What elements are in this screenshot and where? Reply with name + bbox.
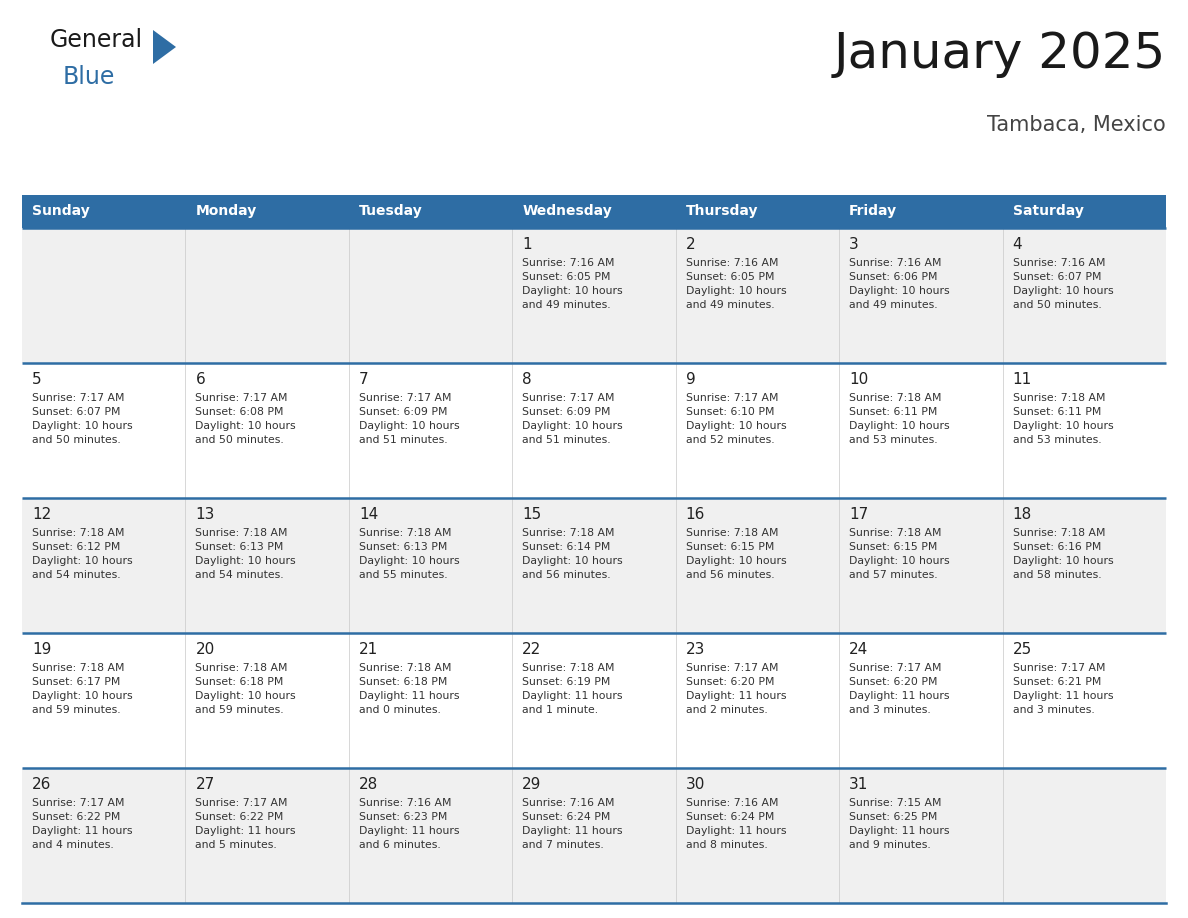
Text: Sunrise: 7:17 AM
Sunset: 6:08 PM
Daylight: 10 hours
and 50 minutes.: Sunrise: 7:17 AM Sunset: 6:08 PM Dayligh… (196, 393, 296, 445)
Text: Sunrise: 7:18 AM
Sunset: 6:15 PM
Daylight: 10 hours
and 57 minutes.: Sunrise: 7:18 AM Sunset: 6:15 PM Dayligh… (849, 528, 949, 580)
Text: 9: 9 (685, 372, 695, 387)
Bar (23, 228, 1165, 363)
Text: Sunrise: 7:17 AM
Sunset: 6:21 PM
Daylight: 11 hours
and 3 minutes.: Sunrise: 7:17 AM Sunset: 6:21 PM Dayligh… (1012, 663, 1113, 715)
Text: 28: 28 (359, 777, 378, 792)
Text: Sunrise: 7:17 AM
Sunset: 6:09 PM
Daylight: 10 hours
and 51 minutes.: Sunrise: 7:17 AM Sunset: 6:09 PM Dayligh… (523, 393, 623, 445)
Text: Sunrise: 7:17 AM
Sunset: 6:09 PM
Daylight: 10 hours
and 51 minutes.: Sunrise: 7:17 AM Sunset: 6:09 PM Dayligh… (359, 393, 460, 445)
Bar (23, 498, 1165, 633)
Text: Sunrise: 7:16 AM
Sunset: 6:05 PM
Daylight: 10 hours
and 49 minutes.: Sunrise: 7:16 AM Sunset: 6:05 PM Dayligh… (523, 258, 623, 310)
Text: 29: 29 (523, 777, 542, 792)
Text: 16: 16 (685, 507, 706, 522)
Text: 19: 19 (32, 642, 51, 657)
Text: 1: 1 (523, 237, 532, 252)
Text: Sunrise: 7:16 AM
Sunset: 6:05 PM
Daylight: 10 hours
and 49 minutes.: Sunrise: 7:16 AM Sunset: 6:05 PM Dayligh… (685, 258, 786, 310)
Text: Sunrise: 7:17 AM
Sunset: 6:20 PM
Daylight: 11 hours
and 3 minutes.: Sunrise: 7:17 AM Sunset: 6:20 PM Dayligh… (849, 663, 949, 715)
Text: Sunrise: 7:17 AM
Sunset: 6:10 PM
Daylight: 10 hours
and 52 minutes.: Sunrise: 7:17 AM Sunset: 6:10 PM Dayligh… (685, 393, 786, 445)
Text: Tuesday: Tuesday (359, 205, 423, 218)
Text: 6: 6 (196, 372, 206, 387)
Text: Sunrise: 7:18 AM
Sunset: 6:18 PM
Daylight: 10 hours
and 59 minutes.: Sunrise: 7:18 AM Sunset: 6:18 PM Dayligh… (196, 663, 296, 715)
Text: 13: 13 (196, 507, 215, 522)
Text: 26: 26 (32, 777, 51, 792)
Text: Sunrise: 7:18 AM
Sunset: 6:15 PM
Daylight: 10 hours
and 56 minutes.: Sunrise: 7:18 AM Sunset: 6:15 PM Dayligh… (685, 528, 786, 580)
Bar (23, 195, 1165, 228)
Text: 2: 2 (685, 237, 695, 252)
Text: Sunrise: 7:18 AM
Sunset: 6:13 PM
Daylight: 10 hours
and 55 minutes.: Sunrise: 7:18 AM Sunset: 6:13 PM Dayligh… (359, 528, 460, 580)
Text: Sunrise: 7:18 AM
Sunset: 6:13 PM
Daylight: 10 hours
and 54 minutes.: Sunrise: 7:18 AM Sunset: 6:13 PM Dayligh… (196, 528, 296, 580)
Text: January 2025: January 2025 (834, 30, 1165, 78)
Text: Monday: Monday (196, 205, 257, 218)
Text: 3: 3 (849, 237, 859, 252)
Bar (23, 633, 1165, 768)
Text: 25: 25 (1012, 642, 1032, 657)
Text: Sunrise: 7:18 AM
Sunset: 6:14 PM
Daylight: 10 hours
and 56 minutes.: Sunrise: 7:18 AM Sunset: 6:14 PM Dayligh… (523, 528, 623, 580)
Text: 20: 20 (196, 642, 215, 657)
Polygon shape (153, 30, 176, 64)
Text: 17: 17 (849, 507, 868, 522)
Text: Sunrise: 7:17 AM
Sunset: 6:22 PM
Daylight: 11 hours
and 5 minutes.: Sunrise: 7:17 AM Sunset: 6:22 PM Dayligh… (196, 798, 296, 850)
Text: 14: 14 (359, 507, 378, 522)
Text: Wednesday: Wednesday (523, 205, 612, 218)
Text: 4: 4 (1012, 237, 1022, 252)
Text: Tambaca, Mexico: Tambaca, Mexico (987, 115, 1165, 135)
Text: Sunrise: 7:18 AM
Sunset: 6:19 PM
Daylight: 11 hours
and 1 minute.: Sunrise: 7:18 AM Sunset: 6:19 PM Dayligh… (523, 663, 623, 715)
Text: Sunday: Sunday (32, 205, 90, 218)
Text: Sunrise: 7:16 AM
Sunset: 6:24 PM
Daylight: 11 hours
and 7 minutes.: Sunrise: 7:16 AM Sunset: 6:24 PM Dayligh… (523, 798, 623, 850)
Text: General: General (50, 28, 143, 52)
Text: Friday: Friday (849, 205, 897, 218)
Text: 27: 27 (196, 777, 215, 792)
Text: Sunrise: 7:17 AM
Sunset: 6:22 PM
Daylight: 11 hours
and 4 minutes.: Sunrise: 7:17 AM Sunset: 6:22 PM Dayligh… (32, 798, 133, 850)
Text: Sunrise: 7:16 AM
Sunset: 6:24 PM
Daylight: 11 hours
and 8 minutes.: Sunrise: 7:16 AM Sunset: 6:24 PM Dayligh… (685, 798, 786, 850)
Text: 10: 10 (849, 372, 868, 387)
Text: Thursday: Thursday (685, 205, 758, 218)
Text: Sunrise: 7:16 AM
Sunset: 6:07 PM
Daylight: 10 hours
and 50 minutes.: Sunrise: 7:16 AM Sunset: 6:07 PM Dayligh… (1012, 258, 1113, 310)
Text: Sunrise: 7:18 AM
Sunset: 6:18 PM
Daylight: 11 hours
and 0 minutes.: Sunrise: 7:18 AM Sunset: 6:18 PM Dayligh… (359, 663, 460, 715)
Text: Sunrise: 7:17 AM
Sunset: 6:07 PM
Daylight: 10 hours
and 50 minutes.: Sunrise: 7:17 AM Sunset: 6:07 PM Dayligh… (32, 393, 133, 445)
Text: 18: 18 (1012, 507, 1032, 522)
Text: Blue: Blue (63, 65, 115, 89)
Text: Sunrise: 7:16 AM
Sunset: 6:23 PM
Daylight: 11 hours
and 6 minutes.: Sunrise: 7:16 AM Sunset: 6:23 PM Dayligh… (359, 798, 460, 850)
Text: Sunrise: 7:18 AM
Sunset: 6:16 PM
Daylight: 10 hours
and 58 minutes.: Sunrise: 7:18 AM Sunset: 6:16 PM Dayligh… (1012, 528, 1113, 580)
Text: Sunrise: 7:17 AM
Sunset: 6:20 PM
Daylight: 11 hours
and 2 minutes.: Sunrise: 7:17 AM Sunset: 6:20 PM Dayligh… (685, 663, 786, 715)
Text: 5: 5 (32, 372, 42, 387)
Text: 24: 24 (849, 642, 868, 657)
Text: 8: 8 (523, 372, 532, 387)
Text: Saturday: Saturday (1012, 205, 1083, 218)
Text: 30: 30 (685, 777, 706, 792)
Text: Sunrise: 7:18 AM
Sunset: 6:11 PM
Daylight: 10 hours
and 53 minutes.: Sunrise: 7:18 AM Sunset: 6:11 PM Dayligh… (1012, 393, 1113, 445)
Text: Sunrise: 7:18 AM
Sunset: 6:17 PM
Daylight: 10 hours
and 59 minutes.: Sunrise: 7:18 AM Sunset: 6:17 PM Dayligh… (32, 663, 133, 715)
Bar (23, 768, 1165, 903)
Bar (23, 363, 1165, 498)
Text: 23: 23 (685, 642, 706, 657)
Text: 31: 31 (849, 777, 868, 792)
Text: 22: 22 (523, 642, 542, 657)
Text: 12: 12 (32, 507, 51, 522)
Text: Sunrise: 7:18 AM
Sunset: 6:11 PM
Daylight: 10 hours
and 53 minutes.: Sunrise: 7:18 AM Sunset: 6:11 PM Dayligh… (849, 393, 949, 445)
Text: 15: 15 (523, 507, 542, 522)
Text: Sunrise: 7:15 AM
Sunset: 6:25 PM
Daylight: 11 hours
and 9 minutes.: Sunrise: 7:15 AM Sunset: 6:25 PM Dayligh… (849, 798, 949, 850)
Text: 21: 21 (359, 642, 378, 657)
Text: Sunrise: 7:16 AM
Sunset: 6:06 PM
Daylight: 10 hours
and 49 minutes.: Sunrise: 7:16 AM Sunset: 6:06 PM Dayligh… (849, 258, 949, 310)
Text: Sunrise: 7:18 AM
Sunset: 6:12 PM
Daylight: 10 hours
and 54 minutes.: Sunrise: 7:18 AM Sunset: 6:12 PM Dayligh… (32, 528, 133, 580)
Text: 11: 11 (1012, 372, 1032, 387)
Text: 7: 7 (359, 372, 368, 387)
